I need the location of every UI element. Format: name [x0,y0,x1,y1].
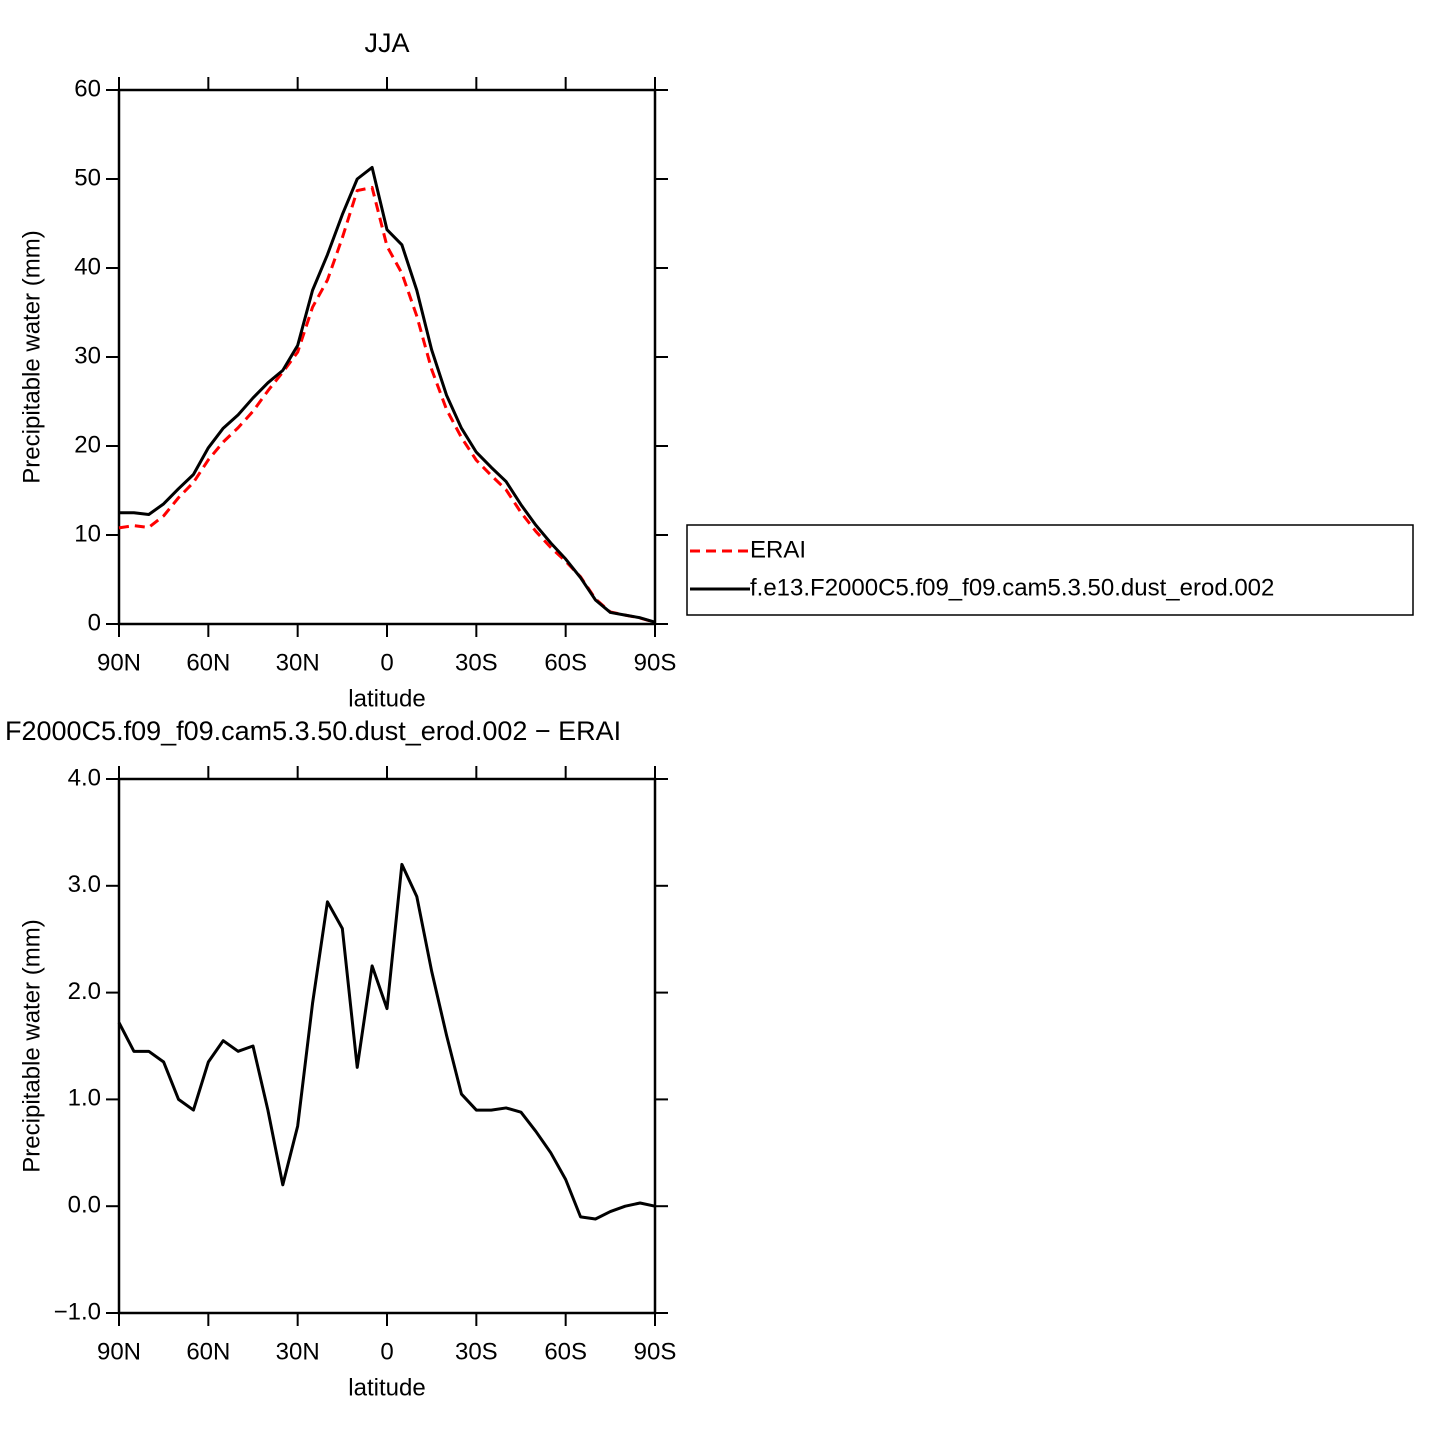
x-tick-label: 0 [380,1338,393,1365]
y-tick-label: 4.0 [68,764,101,791]
x-tick-label: 90S [634,649,677,676]
data-line [117,862,656,1221]
y-tick-label: 2.0 [68,978,101,1005]
x-tick-label: 90S [634,1338,677,1365]
chart-title: JJA [364,28,409,58]
y-axis-label: Precipitable water (mm) [18,919,45,1172]
plot-frame [117,777,657,1315]
x-tick-label: 30N [276,649,320,676]
x-tick-label: 90N [97,649,141,676]
legend-box [686,524,1414,616]
x-tick-label: 60S [544,649,587,676]
x-tick-label: 30N [276,1338,320,1365]
chart-title: F2000C5.f09_f09.cam5.3.50.dust_erod.002 … [5,716,621,746]
y-tick-label: 20 [74,431,101,458]
y-tick-label: 0 [88,609,101,636]
x-tick-label: 30S [455,1338,498,1365]
x-axis-label: latitude [348,1374,425,1401]
legend-label: ERAI [750,536,806,563]
y-tick-label: 30 [74,342,101,369]
y-tick-label: −1.0 [54,1298,101,1325]
y-tick-label: 10 [74,520,101,547]
data-line [118,185,656,624]
data-line [119,165,656,624]
legend-label: f.e13.F2000C5.f09_f09.cam5.3.50.dust_ero… [750,574,1274,601]
y-axis-label: Precipitable water (mm) [18,230,45,483]
x-tick-label: 30S [455,649,498,676]
plot-frame [117,88,657,626]
x-tick-label: 0 [380,649,393,676]
y-tick-label: 0.0 [68,1192,101,1219]
x-tick-label: 60N [186,1338,230,1365]
y-tick-label: 50 [74,164,101,191]
x-tick-label: 90N [97,1338,141,1365]
y-tick-label: 3.0 [68,871,101,898]
x-tick-label: 60N [186,649,230,676]
y-tick-label: 60 [74,75,101,102]
x-axis-label: latitude [348,685,425,712]
y-tick-label: 1.0 [68,1085,101,1112]
y-tick-label: 40 [74,253,101,280]
x-tick-label: 60S [544,1338,587,1365]
